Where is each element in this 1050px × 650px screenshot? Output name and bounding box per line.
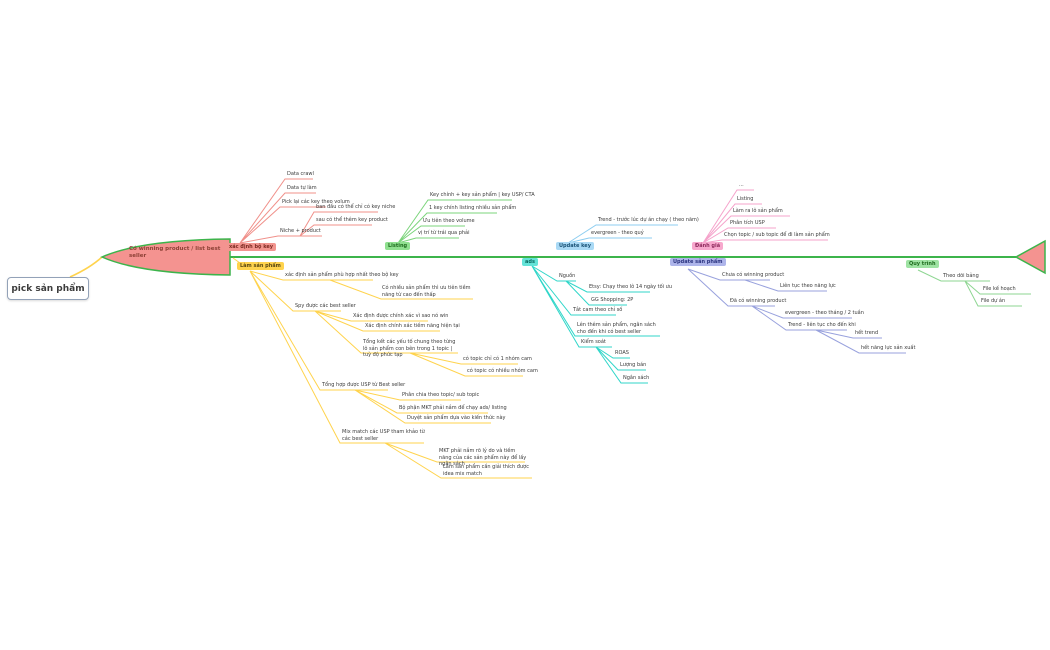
end-arrow-shape: [1014, 239, 1046, 275]
node-phan-chia-topic[interactable]: Phân chia theo topic/ sub topic: [402, 392, 480, 398]
branch-connectors-xac-dinh-bo-key: [239, 178, 378, 244]
node-1-key-chinh-listing[interactable]: 1 key chính listing nhiều sản phẩm: [429, 205, 517, 211]
branch-label-xac-dinh-bo-key[interactable]: xác định bộ key: [226, 243, 277, 251]
branch-connectors-ads: [531, 265, 660, 384]
node-luong-ban[interactable]: Lượng bán: [620, 362, 647, 368]
node-chua-co-winning[interactable]: Chưa có winning product: [722, 272, 785, 278]
node-het-nang-luc-san-xuat[interactable]: hết năng lực sản xuất: [861, 345, 916, 351]
node-ngan-sach[interactable]: Ngân sách: [623, 375, 650, 381]
branch-label-update-san-pham[interactable]: Update sản phẩm: [670, 258, 726, 266]
node-mix-match-usp[interactable]: Mix match các USP tham khảo từ các best …: [342, 429, 425, 442]
node-het-trend[interactable]: hết trend: [855, 330, 879, 336]
node-vi-tri-trai-qua-phai[interactable]: vị trí từ trái qua phải: [418, 230, 470, 236]
root-connector-line: [69, 256, 103, 278]
node-uu-tien-tiem-nang[interactable]: Có nhiều sản phẩm thì ưu tiên tiềm năng …: [382, 285, 471, 298]
branch-connectors-listing: [397, 199, 512, 244]
node-data-crawl[interactable]: Data crawl: [287, 171, 314, 177]
branch-label-listing[interactable]: Listing: [385, 242, 411, 250]
node-tat-cam-theo-chi-so[interactable]: Tắt cam theo chỉ số: [573, 307, 623, 313]
node-len-them-san-pham[interactable]: Lên thêm sản phẩm, ngân sách cho đến khi…: [577, 322, 656, 335]
node-pick-lai-key-theo-volum[interactable]: Pick lại các key theo volum: [282, 199, 350, 205]
node-da-co-winning[interactable]: Đã có winning product: [730, 298, 787, 304]
node-ban-dau-key-niche[interactable]: ban đầu có thể chỉ có key niche: [316, 204, 396, 210]
node-kiem-soat[interactable]: Kiểm soát: [581, 339, 606, 345]
node-lien-tuc-nang-luc[interactable]: Liên tục theo năng lực: [780, 283, 836, 289]
node-ellipsis[interactable]: ...: [739, 182, 744, 188]
node-chon-topic-sub-topic[interactable]: Chọn topic / sub topic để đi làm sản phẩ…: [724, 232, 830, 238]
node-trend-lien-tuc[interactable]: Trend - liên tục cho đến khi: [788, 322, 856, 328]
branch-label-ads[interactable]: ads: [522, 258, 538, 266]
branch-connectors-quy-trinh: [917, 269, 1031, 307]
node-data-tu-lam[interactable]: Data tự làm: [287, 185, 317, 191]
node-phan-tich-usp[interactable]: Phân tích USP: [730, 220, 765, 226]
node-topic-1-nhom-cam[interactable]: có topic chỉ có 1 nhóm cam: [463, 356, 532, 362]
branch-connectors-update-key: [567, 224, 678, 244]
node-gg-shopping[interactable]: GG Shopping: 2P: [591, 297, 634, 303]
node-tong-ket-yeu-to-chung[interactable]: Tổng kết các yếu tố chung theo từng lô s…: [363, 339, 456, 358]
branch-connectors-update-san-pham: [687, 268, 906, 354]
root-topic-label: pick sản phẩm: [11, 283, 85, 294]
branch-label-update-key[interactable]: Update key: [556, 242, 594, 250]
node-evergreen-theo-thang[interactable]: evergreen - theo tháng / 2 tuần: [785, 310, 864, 316]
node-theo-doi-bang[interactable]: Theo dõi bảng: [943, 273, 979, 279]
fish-head-topic[interactable]: Có winning product / list best seller: [129, 246, 221, 259]
node-vi-sao-no-win[interactable]: Xác định được chính xác vì sao nó win: [353, 313, 449, 319]
node-trend-truoc-du-an[interactable]: Trend - trước lúc dự án chạy ( theo năm): [598, 217, 699, 223]
branch-label-quy-trinh[interactable]: Quy trình: [906, 260, 939, 268]
node-key-chinh-key-san-pham[interactable]: Key chính + key sản phẩm | key USP/ CTA: [430, 192, 535, 198]
node-sau-them-key-product[interactable]: sau có thể thêm key product: [316, 217, 388, 223]
node-lam-ra-lo-san-pham[interactable]: Làm ra lô sản phẩm: [733, 208, 783, 214]
node-file-ke-hoach[interactable]: File kế hoạch: [983, 286, 1016, 292]
node-etsy-14-ngay[interactable]: Etsy: Chạy theo lô 14 ngày tối ưu: [589, 284, 673, 290]
node-niche-product[interactable]: Niche + product: [280, 228, 321, 234]
node-topic-nhieu-nhom-cam[interactable]: có topic có nhiều nhóm cam: [467, 368, 538, 374]
node-mkt-phai-nam[interactable]: Bộ phận MKT phải nắm để chạy ads/ listin…: [399, 405, 507, 411]
node-evergreen-theo-quy[interactable]: evergreen - theo quý: [591, 230, 644, 236]
node-danh-gia-listing[interactable]: Listing: [737, 196, 754, 202]
root-topic[interactable]: pick sản phẩm: [7, 277, 89, 300]
node-spy-best-seller[interactable]: Spy được các best seller: [295, 303, 356, 309]
branch-label-lam-san-pham[interactable]: Làm sản phẩm: [237, 262, 284, 270]
node-mkt-nam-ly-do[interactable]: MKT phải nắm rõ lý do và tiềm năng của c…: [439, 448, 527, 467]
node-file-du-an[interactable]: File dự án: [981, 298, 1006, 304]
node-duyet-san-pham[interactable]: Duyệt sản phẩm dựa vào kiến thức này: [407, 415, 506, 421]
node-xac-dinh-san-pham-theo-bo-key[interactable]: xác định sản phẩm phù hợp nhất theo bộ k…: [285, 272, 399, 278]
node-nguon[interactable]: Nguồn: [559, 273, 576, 279]
branch-label-danh-gia[interactable]: Đánh giá: [692, 242, 724, 250]
node-roas[interactable]: ROAS: [615, 350, 629, 356]
branch-connectors-lam-san-pham: [232, 257, 532, 479]
node-giai-thich-idea[interactable]: Làm sản phẩm cần giải thích được idea mi…: [443, 464, 529, 477]
branch-connectors-danh-gia: [702, 189, 828, 244]
node-uu-tien-volume[interactable]: Ưu tiên theo volume: [423, 218, 475, 224]
fish-head-shape[interactable]: [100, 238, 231, 276]
node-tong-hop-usp[interactable]: Tổng hợp được USP từ Best seller: [322, 382, 406, 388]
node-tiem-nang-hien-tai[interactable]: Xác định chính xác tiềm năng hiện tại: [365, 323, 460, 329]
